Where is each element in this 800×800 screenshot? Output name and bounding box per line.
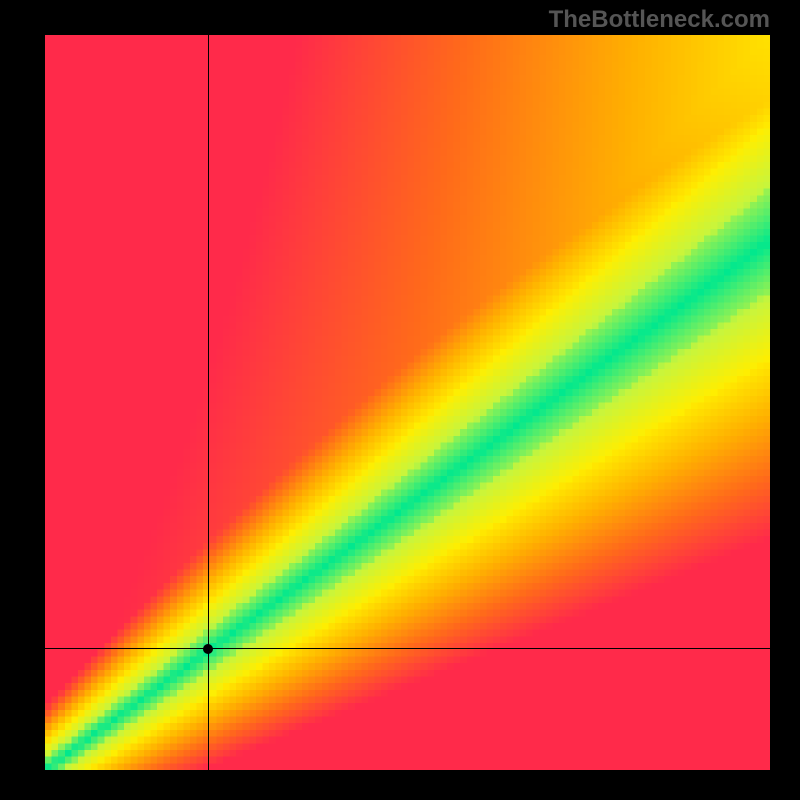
heatmap-canvas — [45, 35, 770, 770]
crosshair-vertical — [208, 35, 209, 770]
watermark-text: TheBottleneck.com — [549, 6, 770, 34]
chart-container: TheBottleneck.com — [0, 0, 800, 800]
marker-dot — [203, 644, 213, 654]
crosshair-horizontal — [45, 648, 770, 649]
